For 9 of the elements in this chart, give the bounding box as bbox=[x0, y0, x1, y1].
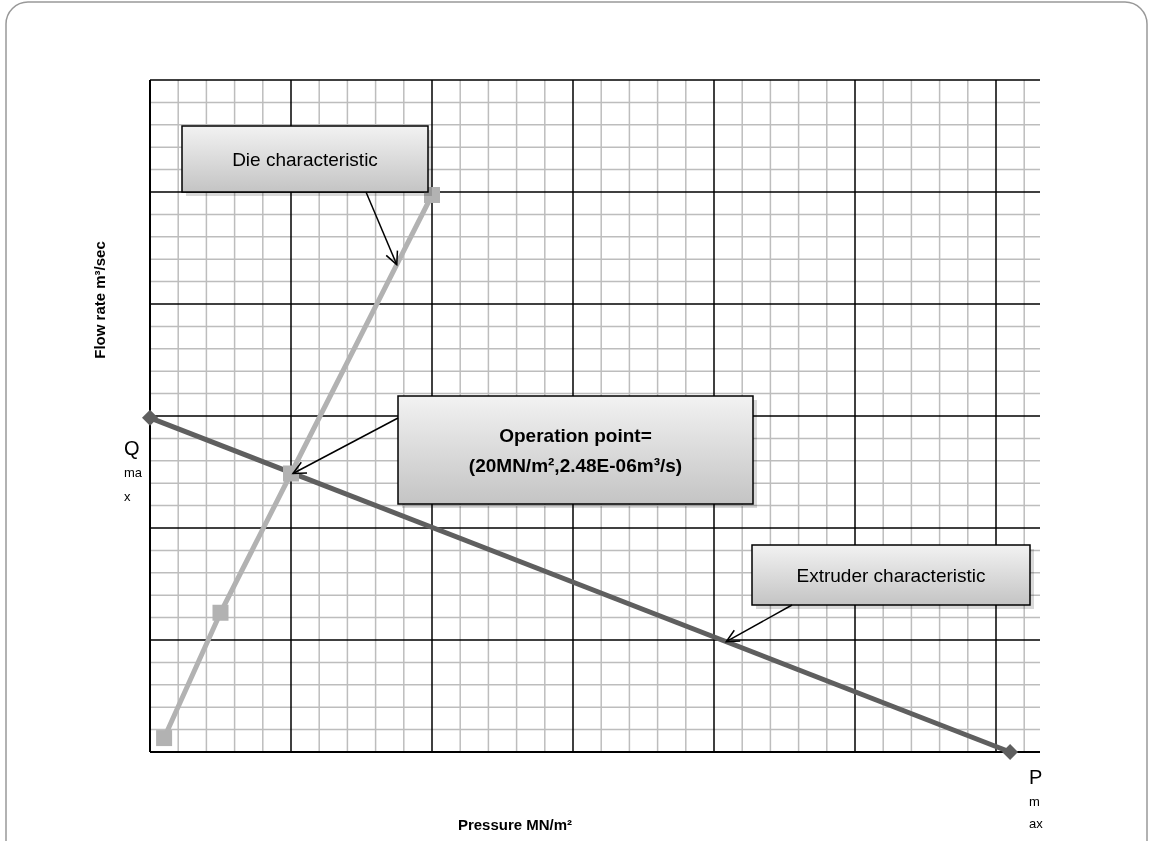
y-axis-title: Flow rate m³/sec bbox=[91, 241, 108, 359]
point bbox=[1002, 744, 1019, 760]
text: Die characteristic bbox=[232, 149, 378, 170]
annotation: Operation point= (20MN/m²,2.48E-06m³/s) bbox=[468, 425, 683, 476]
point bbox=[142, 409, 158, 426]
text: Extruder characteristic bbox=[796, 565, 986, 586]
point bbox=[156, 730, 173, 747]
point bbox=[212, 604, 229, 621]
x-axis-title: Pressure MN/m² bbox=[457, 816, 573, 833]
